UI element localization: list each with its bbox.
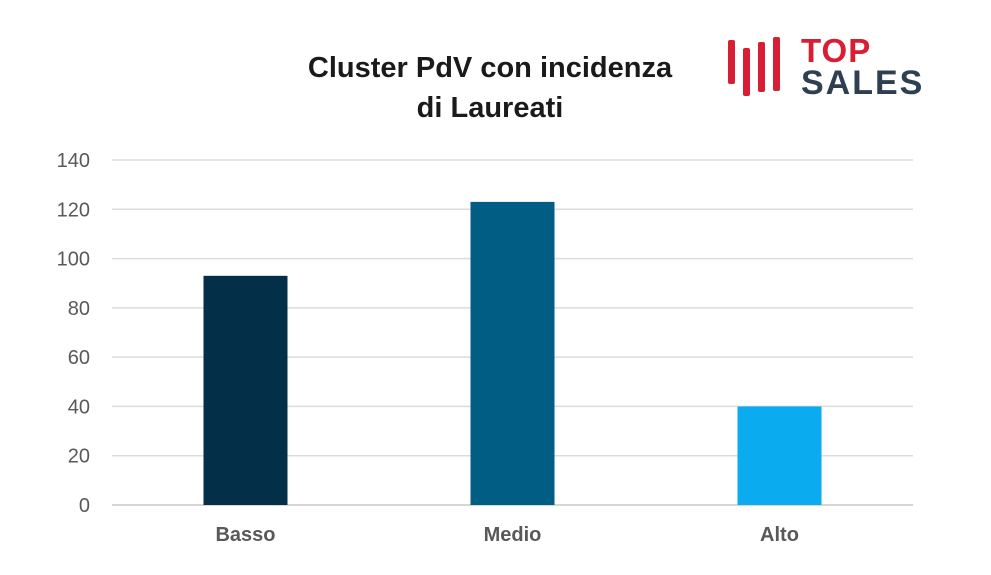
y-tick-label-0: 0 [79,495,90,517]
logo-bars-icon [728,37,780,96]
y-tick-label-20: 20 [68,446,90,468]
bar-medio [470,201,555,505]
y-tick-label-120: 120 [57,199,90,221]
x-tick-label-alto: Alto [760,524,799,546]
y-tick-label-80: 80 [68,298,90,320]
chart-title-line-1: Cluster PdV con incidenza [307,52,673,84]
chart-title-line-2: di Laureati [416,92,564,124]
x-tick-label-medio: Medio [484,524,542,546]
top-sales-logo: TOP SALES [722,34,932,104]
logo-text-sales: SALES [801,64,925,102]
y-tick-label-140: 140 [57,150,90,172]
bar-basso [203,275,288,505]
bar-alto [737,406,822,505]
chart-title: Cluster PdV con incidenza di Laureati [280,48,700,128]
y-tick-label-40: 40 [68,396,90,418]
x-tick-label-basso: Basso [215,524,275,546]
y-tick-label-100: 100 [57,249,90,271]
logo-text-top: TOP [801,32,872,69]
y-tick-label-60: 60 [68,347,90,369]
